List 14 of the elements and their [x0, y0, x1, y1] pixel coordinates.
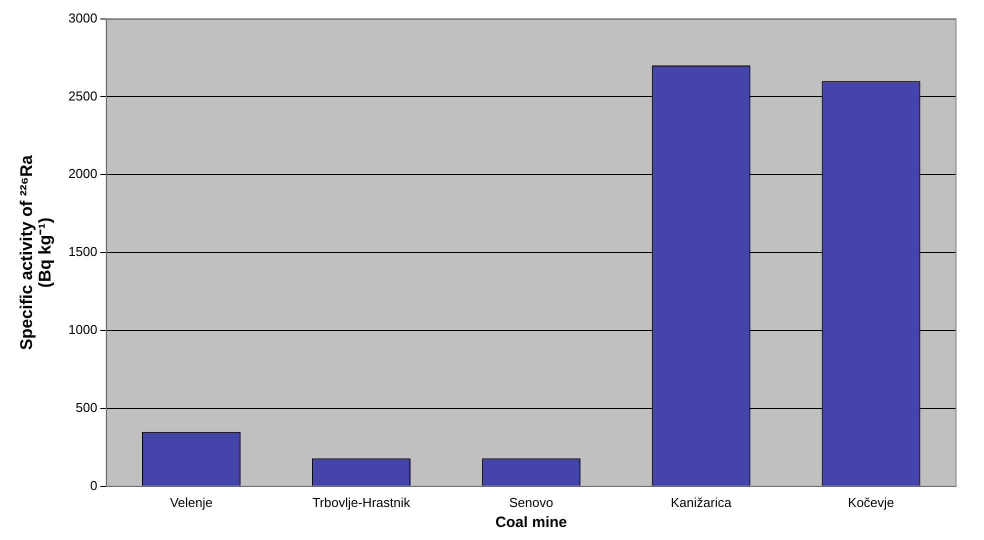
y-tick-label: 2000: [68, 166, 98, 182]
x-axis-title: Coal mine: [495, 514, 568, 532]
y-tick-label: 500: [76, 400, 98, 416]
y-axis-title: Specific activity of ²²⁶Ra (Bq kg⁻¹): [17, 154, 55, 350]
y-tick-label: 1500: [68, 244, 98, 260]
y-tick-label: 0: [90, 478, 98, 493]
x-tick-label: Trbovlje-Hrastnik: [312, 494, 411, 510]
x-tick-label: Velenje: [170, 494, 213, 510]
x-tick-label: Kočevje: [848, 494, 894, 510]
y-tick-label: 3000: [68, 10, 98, 26]
x-tick-label: Kanižarica: [670, 494, 732, 510]
y-tick-label: 1000: [68, 322, 98, 338]
x-tick-label: Senovo: [509, 494, 554, 510]
y-tick-label: 2500: [68, 88, 98, 104]
